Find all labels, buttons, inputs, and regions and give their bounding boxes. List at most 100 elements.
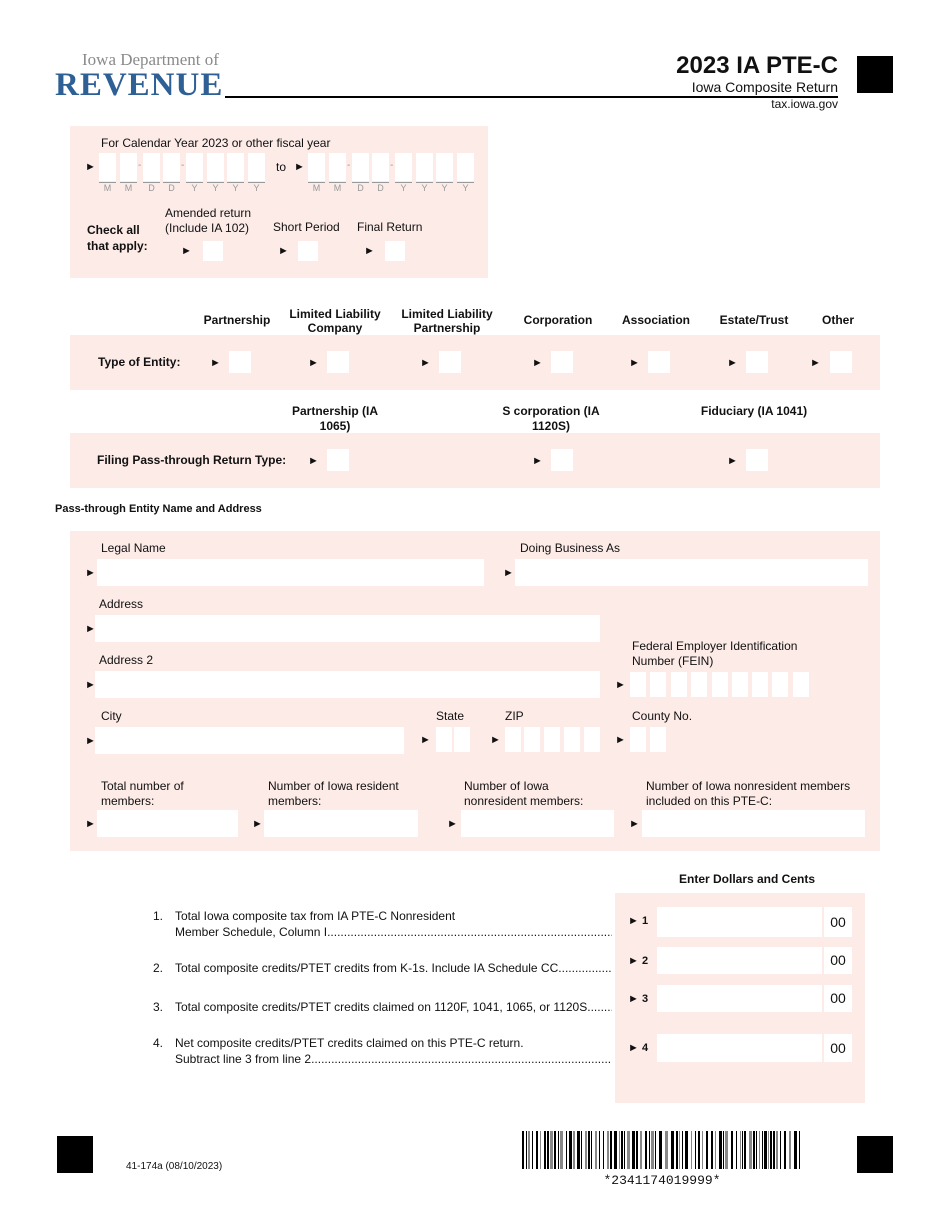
barcode-bar bbox=[566, 1131, 567, 1169]
line-dollars-input[interactable] bbox=[657, 1034, 822, 1062]
final-return-checkbox[interactable] bbox=[385, 241, 405, 261]
resident-members-label: Number of Iowa resident members: bbox=[268, 779, 399, 808]
barcode-bar bbox=[522, 1131, 524, 1169]
end-date-digit[interactable] bbox=[416, 153, 433, 181]
fein-digit[interactable] bbox=[650, 672, 666, 697]
fein-digit[interactable] bbox=[671, 672, 687, 697]
address2-input[interactable] bbox=[95, 671, 600, 698]
fein-digit[interactable] bbox=[772, 672, 788, 697]
end-date-digit[interactable] bbox=[372, 153, 389, 181]
filing-type-checkbox[interactable] bbox=[551, 449, 573, 471]
fein-digit[interactable] bbox=[732, 672, 748, 697]
end-date-digit[interactable] bbox=[457, 153, 474, 181]
line-box-number: 3 bbox=[641, 993, 649, 1005]
start-date-digit[interactable] bbox=[207, 153, 224, 181]
barcode-bar bbox=[536, 1131, 538, 1169]
barcode-bar bbox=[603, 1131, 604, 1169]
barcode-bar bbox=[715, 1131, 716, 1169]
state-char[interactable] bbox=[436, 727, 452, 752]
end-date-digit[interactable] bbox=[436, 153, 453, 181]
city-input[interactable] bbox=[95, 727, 404, 754]
line-dollars-input[interactable] bbox=[657, 947, 822, 974]
county-digit[interactable] bbox=[650, 727, 666, 752]
dba-input[interactable] bbox=[515, 559, 868, 586]
line-number: 4. bbox=[153, 1036, 164, 1050]
filing-header: Partnership (IA 1065) bbox=[291, 404, 378, 433]
address-input[interactable] bbox=[95, 615, 600, 642]
line-dollars-input[interactable] bbox=[657, 985, 822, 1012]
line-number: 2. bbox=[153, 961, 164, 975]
start-date-digit[interactable] bbox=[99, 153, 116, 181]
filing-header: S corporation (IA 1120S) bbox=[502, 404, 600, 433]
barcode-bar bbox=[528, 1131, 530, 1169]
line-text-row-2: Member Schedule, Column I...............… bbox=[175, 925, 612, 940]
line-dollars-input[interactable] bbox=[657, 907, 822, 937]
period-section bbox=[70, 126, 488, 278]
barcode-bar bbox=[595, 1131, 597, 1169]
address2-label: Address 2 bbox=[99, 653, 154, 667]
nonresident-included-input[interactable] bbox=[642, 810, 865, 837]
logo-subtitle: Iowa Department of bbox=[82, 50, 219, 69]
zip-digit[interactable] bbox=[544, 727, 560, 752]
zip-digit[interactable] bbox=[584, 727, 600, 752]
entity-type-checkbox[interactable] bbox=[648, 351, 670, 373]
entity-type-checkbox[interactable] bbox=[229, 351, 251, 373]
line-cents-input[interactable]: 00 bbox=[824, 947, 852, 974]
digit-hint: Y bbox=[207, 182, 224, 194]
registration-mark bbox=[857, 1136, 893, 1173]
arrow-icon: ► bbox=[85, 161, 96, 173]
start-date-digit[interactable] bbox=[143, 153, 160, 181]
fein-digit[interactable] bbox=[630, 672, 646, 697]
start-date-digit[interactable] bbox=[227, 153, 244, 181]
zip-digit[interactable] bbox=[564, 727, 580, 752]
barcode-bar bbox=[685, 1131, 688, 1169]
digit-hint: Y bbox=[416, 182, 433, 194]
end-date-digit[interactable] bbox=[329, 153, 346, 181]
zip-digit[interactable] bbox=[505, 727, 521, 752]
filing-type-row bbox=[70, 433, 880, 488]
dot-leader: ........................................… bbox=[311, 1052, 612, 1066]
registration-mark bbox=[57, 1136, 93, 1173]
barcode-bar bbox=[649, 1131, 650, 1169]
short-period-checkbox[interactable] bbox=[298, 241, 318, 261]
entity-type-checkbox[interactable] bbox=[551, 351, 573, 373]
amended-checkbox[interactable] bbox=[203, 241, 223, 261]
start-date-digit[interactable] bbox=[186, 153, 203, 181]
entity-type-checkbox[interactable] bbox=[746, 351, 768, 373]
barcode-bar bbox=[773, 1131, 775, 1169]
entity-type-checkbox[interactable] bbox=[327, 351, 349, 373]
arrow-icon: ► bbox=[629, 357, 640, 369]
legal-name-input[interactable] bbox=[97, 559, 484, 586]
date-separator: - bbox=[138, 160, 142, 171]
line-cents-input[interactable]: 00 bbox=[824, 907, 852, 937]
filing-type-checkbox[interactable] bbox=[746, 449, 768, 471]
fein-digit[interactable] bbox=[712, 672, 728, 697]
logo-revenue: REVENUE bbox=[55, 67, 224, 103]
state-char[interactable] bbox=[454, 727, 470, 752]
entity-type-checkbox[interactable] bbox=[439, 351, 461, 373]
filing-type-checkbox[interactable] bbox=[327, 449, 349, 471]
total-members-input[interactable] bbox=[97, 810, 238, 837]
end-date-digit[interactable] bbox=[352, 153, 369, 181]
fein-digit[interactable] bbox=[691, 672, 707, 697]
line-cents-input[interactable]: 00 bbox=[824, 985, 852, 1012]
barcode-bar bbox=[573, 1131, 575, 1169]
barcode-bar bbox=[759, 1131, 760, 1169]
end-date-digit[interactable] bbox=[395, 153, 412, 181]
fein-digit[interactable] bbox=[793, 672, 809, 697]
resident-members-input[interactable] bbox=[264, 810, 418, 837]
nonresident-members-label: Number of Iowa nonresident members: bbox=[464, 779, 584, 808]
line-text-row: Total composite credits/PTET credits fro… bbox=[175, 961, 612, 976]
entity-type-checkbox[interactable] bbox=[830, 351, 852, 373]
start-date-digit[interactable] bbox=[163, 153, 180, 181]
line-cents-input[interactable]: 00 bbox=[824, 1034, 852, 1062]
fein-digit[interactable] bbox=[752, 672, 768, 697]
nonresident-members-input[interactable] bbox=[461, 810, 614, 837]
end-date-digit[interactable] bbox=[308, 153, 325, 181]
zip-digit[interactable] bbox=[524, 727, 540, 752]
barcode-bar bbox=[731, 1131, 733, 1169]
period-label: For Calendar Year 2023 or other fiscal y… bbox=[101, 136, 331, 150]
county-digit[interactable] bbox=[630, 727, 646, 752]
start-date-digit[interactable] bbox=[248, 153, 265, 181]
start-date-digit[interactable] bbox=[120, 153, 137, 181]
